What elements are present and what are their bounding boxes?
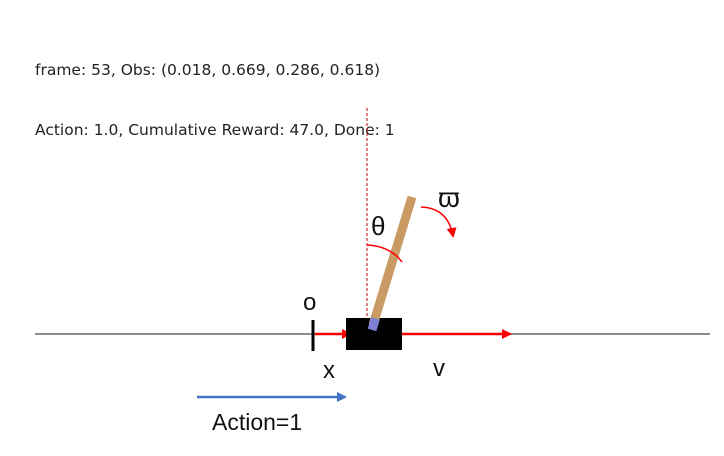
axle (367, 317, 380, 332)
origin-label: o (303, 289, 316, 316)
velocity-label: v (433, 355, 445, 382)
position-label: x (323, 357, 335, 384)
angle-label: θ (371, 211, 385, 241)
observation-header: frame: 53, Obs: (0.018, 0.669, 0.286, 0.… (35, 20, 395, 160)
angular-velocity-arrow (420, 206, 457, 238)
angular-velocity-label: ϖ (438, 182, 460, 213)
frame-observation-line: frame: 53, Obs: (0.018, 0.669, 0.286, 0.… (35, 61, 381, 79)
angle-arc (366, 244, 403, 263)
pole (368, 195, 417, 327)
action-reward-line: Action: 1.0, Cumulative Reward: 47.0, Do… (35, 121, 395, 139)
action-label: Action=1 (212, 409, 302, 435)
